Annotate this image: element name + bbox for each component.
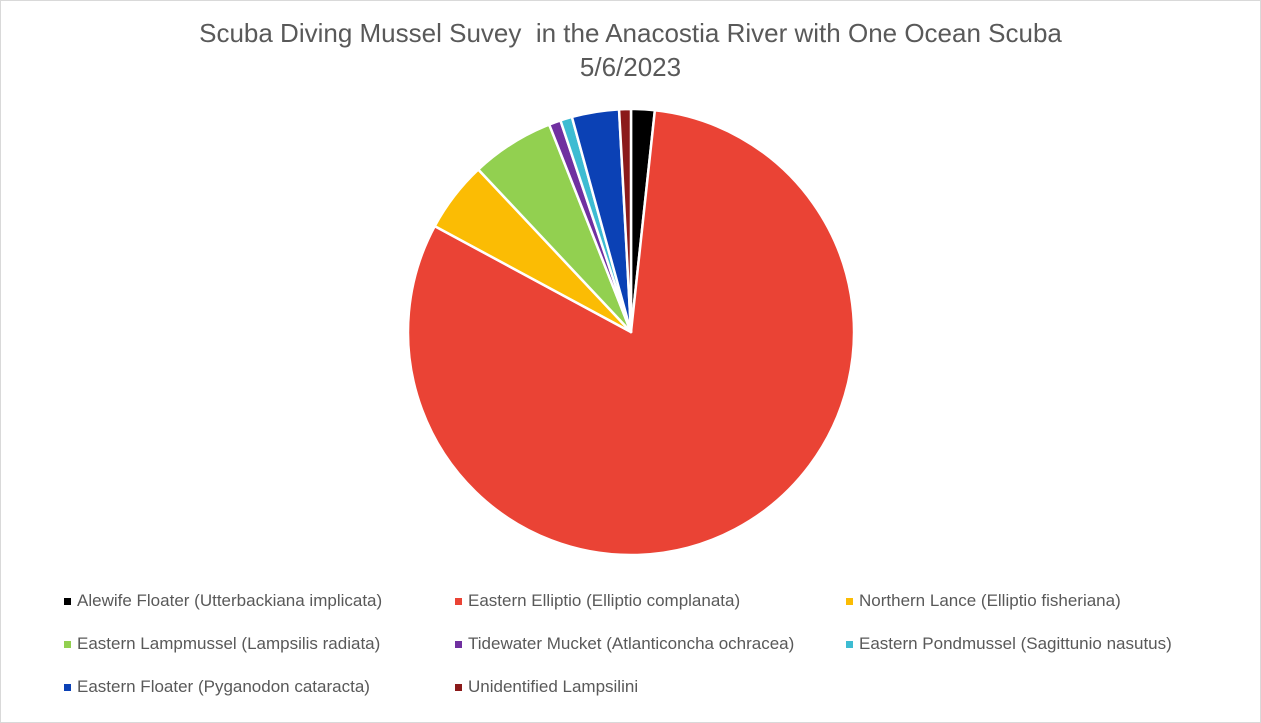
pie-slice-7 — [617, 107, 633, 334]
pie-slices — [406, 107, 856, 557]
chart-title: Scuba Diving Mussel Suvey in the Anacost… — [0, 16, 1261, 84]
chart-title-line1: Scuba Diving Mussel Suvey in the Anacost… — [199, 18, 1062, 48]
chart-subtitle: 5/6/2023 — [579, 52, 682, 82]
